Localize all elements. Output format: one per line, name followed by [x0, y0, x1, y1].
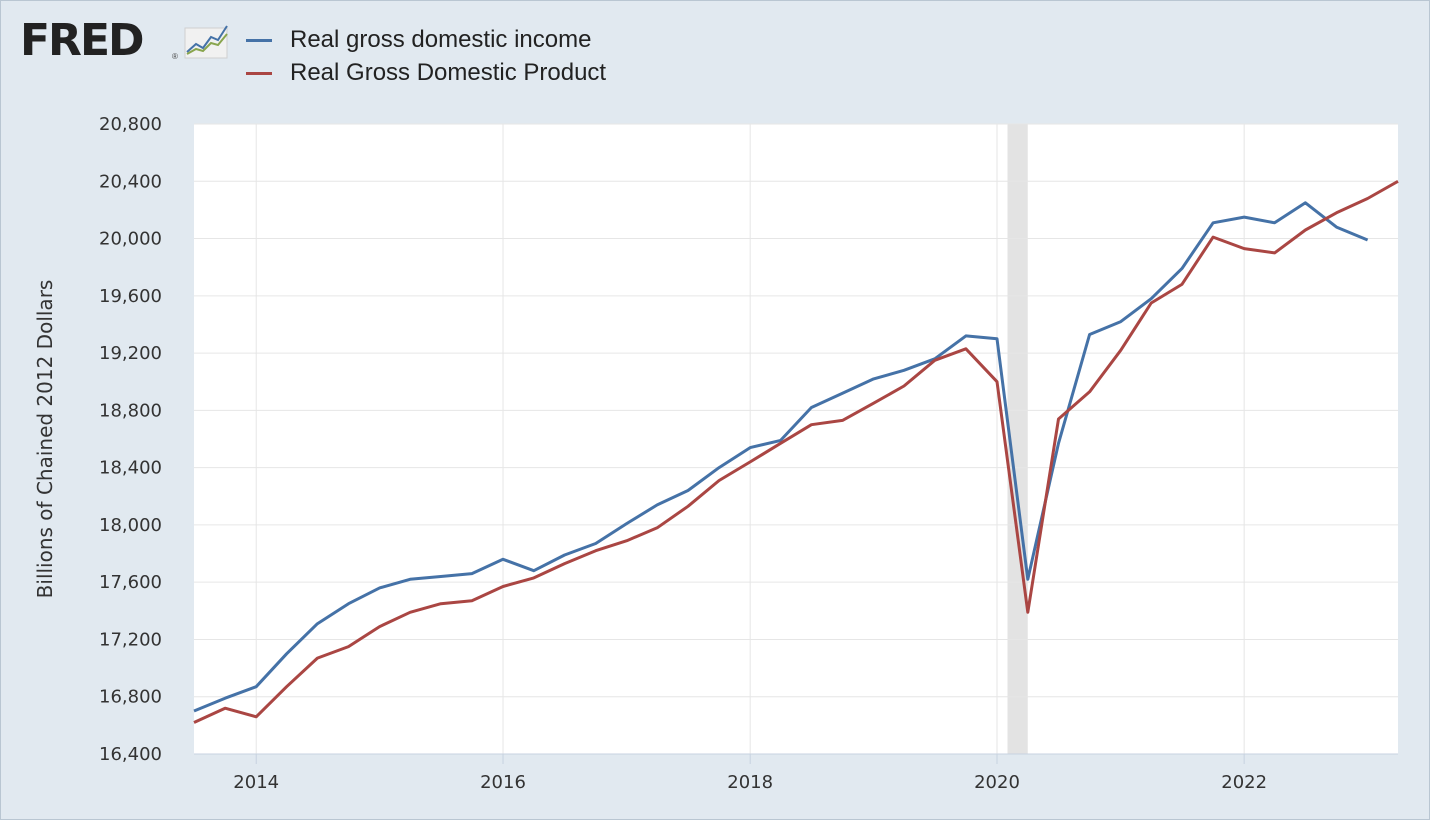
y-tick-label: 18,400 [99, 458, 162, 479]
legend-label-series-0: Real gross domestic income [290, 26, 592, 53]
y-tick-label: 20,400 [99, 171, 162, 192]
y-tick-label: 17,200 [99, 629, 162, 650]
x-tick-label: 2020 [974, 772, 1020, 793]
recession-band [1007, 124, 1028, 754]
plot-area [194, 124, 1398, 754]
y-axis: 16,400 16,800 17,200 17,600 18,000 18,400 18,8… [99, 114, 162, 765]
series-line-1 [193, 179, 1399, 724]
x-tick-label: 2014 [233, 772, 279, 793]
legend-item-series-1[interactable]: Real Gross Domestic Product [246, 57, 606, 89]
fred-logo[interactable]: FRED [20, 15, 145, 66]
legend-item-series-0[interactable]: Real gross domestic income [246, 24, 591, 56]
series-line-0 [193, 201, 1369, 713]
y-tick-label: 19,600 [99, 286, 162, 307]
x-tick-label: 2022 [1221, 772, 1267, 793]
y-tick-label: 20,800 [99, 114, 162, 135]
fred-graph-icon [184, 25, 228, 59]
y-axis-title: Billions of Chained 2012 Dollars [33, 280, 57, 599]
grid-lines [194, 123, 1398, 754]
legend-swatch-series-1 [246, 71, 272, 75]
y-tick-label: 20,000 [99, 229, 162, 250]
y-tick-label: 18,000 [99, 515, 162, 536]
y-tick-label: 17,600 [99, 572, 162, 593]
y-tick-label: 16,400 [99, 744, 162, 765]
y-tick-label: 16,800 [99, 687, 162, 708]
registered-mark: ® [172, 52, 178, 61]
legend-label-series-1: Real Gross Domestic Product [290, 59, 607, 86]
x-axis: 2014 2016 2018 2020 2022 [194, 753, 1398, 793]
series-lines [193, 179, 1399, 724]
legend-swatch-series-0 [246, 38, 272, 42]
y-tick-label: 18,800 [99, 400, 162, 421]
x-tick-label: 2016 [480, 772, 526, 793]
y-tick-label: 19,200 [99, 343, 162, 364]
x-tick-label: 2018 [727, 772, 773, 793]
